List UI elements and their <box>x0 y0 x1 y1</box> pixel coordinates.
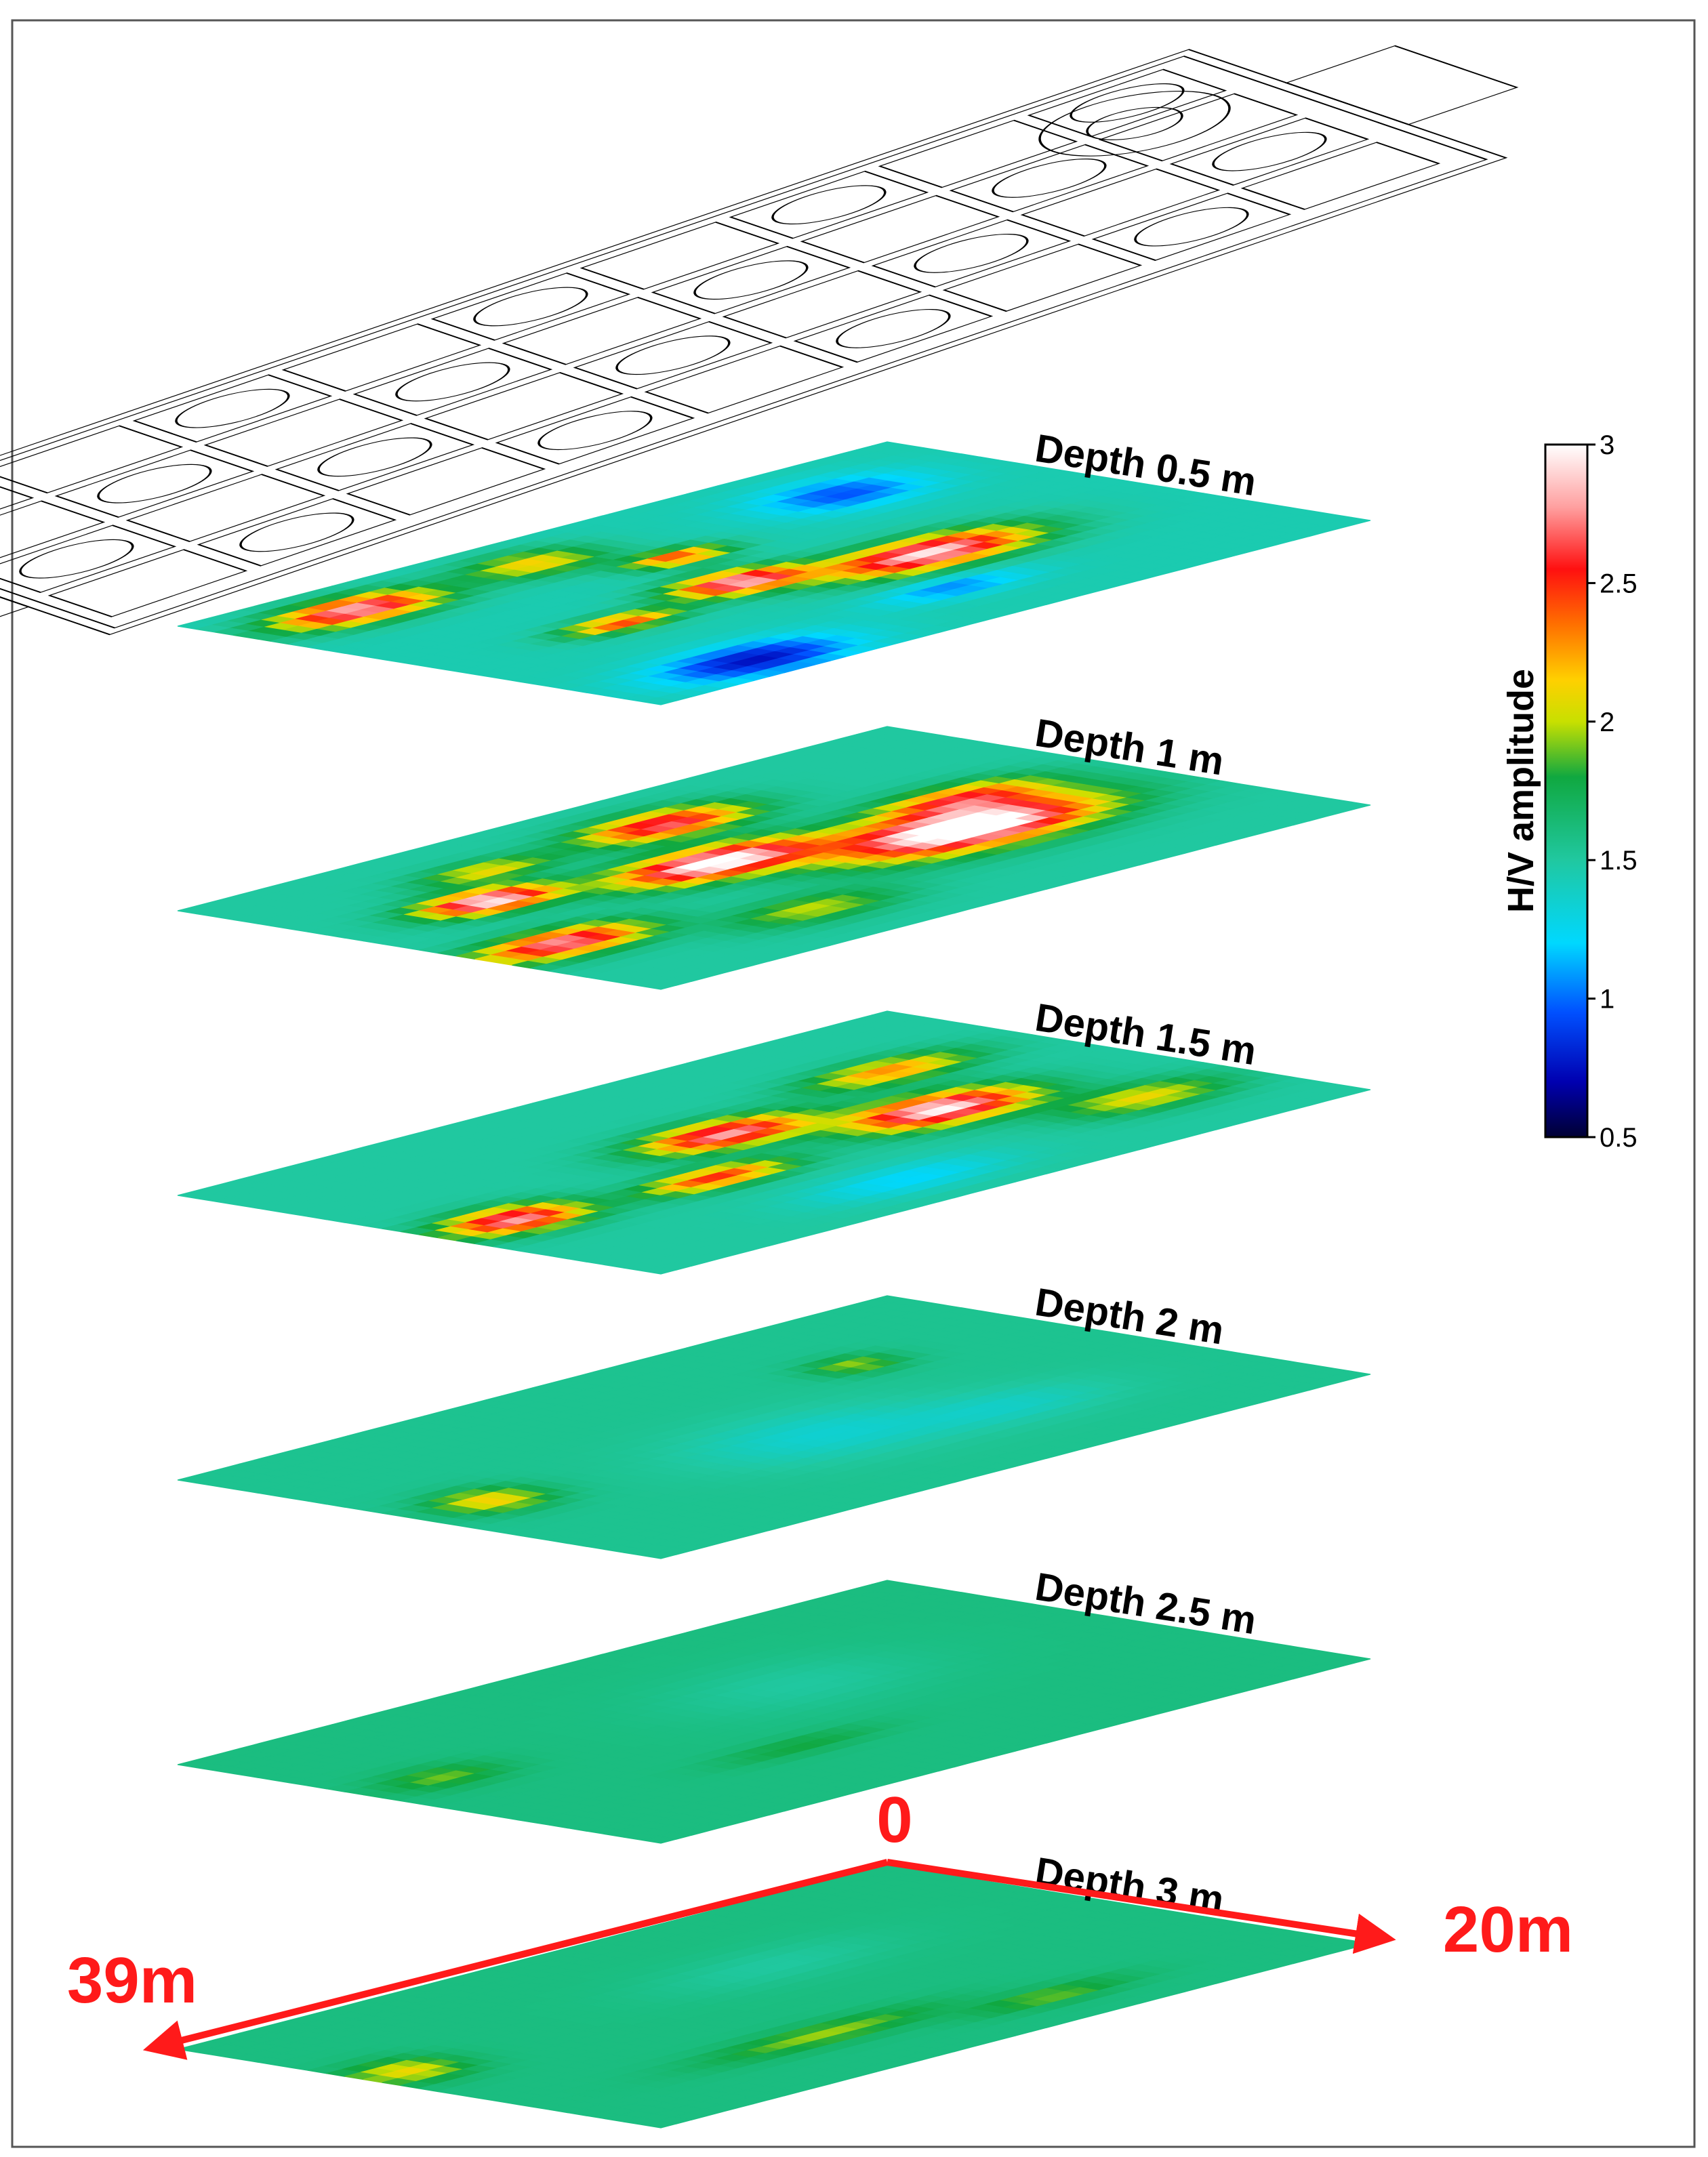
floor-plan-line <box>430 272 631 341</box>
floor-plan-line <box>197 498 397 567</box>
floor-plan-line <box>1027 68 1227 138</box>
floor-plan-line <box>239 512 354 552</box>
floor-plan-line <box>495 396 695 465</box>
floor-plan-line <box>1284 45 1519 125</box>
floor-plan-line <box>1086 106 1183 140</box>
floor-plan-line <box>125 474 326 542</box>
floor-plan-line <box>1169 117 1370 186</box>
floor-plan-line <box>1240 142 1441 210</box>
floor-plan-line <box>175 388 290 428</box>
floor-plan-line <box>0 56 1488 629</box>
floor-plan-line <box>0 425 184 494</box>
floor-plan-line <box>1020 168 1221 237</box>
floor-plan-line <box>771 185 887 225</box>
floor-plan-line <box>1038 90 1231 157</box>
floor-plan-line <box>0 500 106 569</box>
floor-plan-line <box>878 119 1078 188</box>
floor-plan-line <box>395 362 510 402</box>
floor-plan-line <box>651 245 851 314</box>
floor-plan-line <box>1212 131 1327 171</box>
floor-plan-line <box>992 159 1107 198</box>
floor-plan-line <box>949 144 1150 213</box>
floor-plan-line <box>346 447 546 516</box>
floor-plan-line <box>47 549 248 617</box>
floor-plan-line <box>836 308 951 348</box>
building-floor-plan <box>0 45 1519 636</box>
floor-plan-line <box>1091 192 1292 261</box>
floor-plan-line <box>473 287 588 327</box>
floor-plan-line <box>274 423 475 491</box>
floor-plan-line <box>0 476 35 545</box>
floor-plan-line <box>573 321 773 390</box>
floor-plan-line <box>800 194 1000 264</box>
floor-plan-line <box>424 371 624 440</box>
floor-plan-line <box>54 449 255 518</box>
floor-plan-line <box>1098 93 1299 162</box>
floor-plan-line <box>942 243 1143 312</box>
floor-plan-line <box>19 539 134 579</box>
floor-plan-line <box>0 525 177 593</box>
floor-plan-line <box>693 260 809 300</box>
floor-plan-line <box>615 335 731 375</box>
floor-plan-line <box>352 348 553 416</box>
floor-plan-line <box>203 398 404 467</box>
floor-plan-line <box>0 485 9 535</box>
floor-plan-line <box>793 294 994 363</box>
floor-plan-line <box>317 437 432 477</box>
floor-plan-line <box>132 374 333 443</box>
floor-plan-line <box>1134 207 1249 247</box>
floor-plan-line <box>729 170 929 239</box>
floor-plan-line <box>281 323 482 392</box>
figure-frame <box>11 19 1696 2148</box>
floor-plan-line <box>97 464 212 504</box>
floor-plan-line <box>914 233 1029 273</box>
floor-plan-line <box>871 219 1072 288</box>
depth-slice-layer <box>177 441 1371 705</box>
floor-plan-line <box>722 270 922 339</box>
floor-plan-line <box>502 297 702 365</box>
floor-plan-line <box>1070 83 1185 123</box>
floor-plan-line <box>580 222 780 290</box>
floor-plan-line <box>537 411 653 451</box>
floor-plan-line <box>644 345 845 414</box>
